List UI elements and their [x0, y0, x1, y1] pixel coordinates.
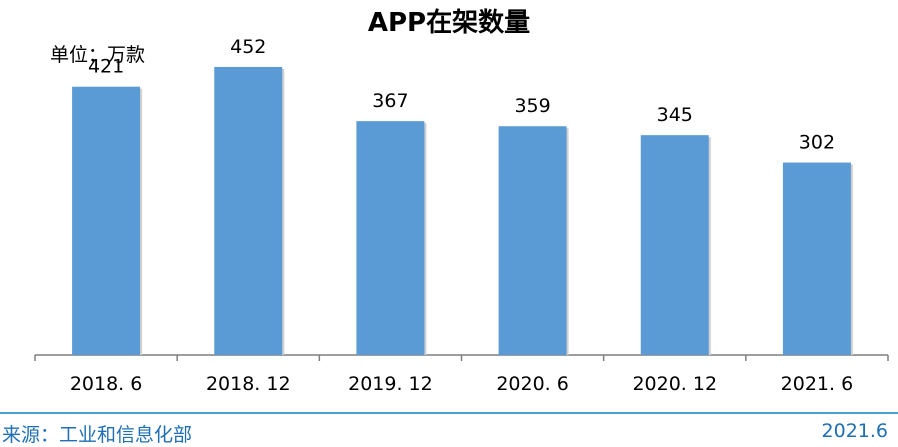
unit-label: 单位：万款 — [50, 44, 146, 66]
data-label-4: 345 — [657, 104, 693, 126]
data-label-2: 367 — [372, 90, 408, 112]
bar-4 — [640, 135, 709, 355]
data-label-5: 302 — [799, 132, 835, 154]
category-label-4: 2020. 12 — [632, 373, 717, 395]
footer-date: 2021.6 — [821, 420, 888, 442]
bar-3 — [498, 126, 567, 355]
source-note: 来源：工业和信息化部 — [2, 424, 193, 446]
category-label-1: 2018. 12 — [206, 373, 291, 395]
data-label-0: 421 — [88, 56, 124, 78]
bar-2 — [356, 121, 425, 356]
bar-5 — [782, 162, 851, 355]
data-label-3: 359 — [514, 95, 550, 117]
category-label-0: 2018. 6 — [70, 373, 143, 395]
data-label-1: 452 — [230, 36, 266, 58]
bar-chart: 421 2018. 6 452 2018. 12 367 2019. 12 359 2020.… — [34, 36, 889, 395]
category-label-2: 2019. 12 — [348, 373, 433, 395]
category-label-5: 2021. 6 — [781, 373, 854, 395]
bar-0 — [72, 86, 141, 355]
footer-divider — [0, 412, 898, 414]
chart-title: APP在架数量 — [367, 8, 531, 38]
bar-1 — [214, 66, 283, 355]
category-label-3: 2020. 6 — [496, 373, 569, 395]
